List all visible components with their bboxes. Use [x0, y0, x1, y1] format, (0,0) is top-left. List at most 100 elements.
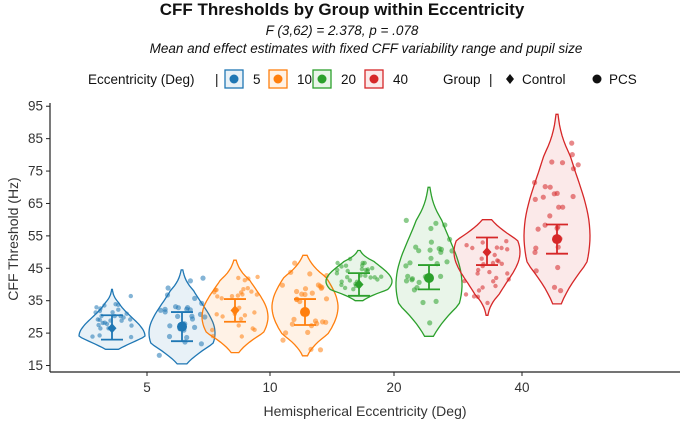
data-point: [318, 285, 324, 291]
data-point: [480, 240, 485, 245]
data-point: [470, 245, 475, 251]
data-point: [292, 260, 298, 266]
data-point: [116, 302, 121, 307]
data-point: [479, 256, 484, 261]
legend-key-dot-5: [229, 74, 239, 84]
data-point: [236, 275, 241, 281]
data-point: [347, 256, 353, 262]
data-point: [289, 321, 295, 327]
data-point: [128, 334, 134, 340]
data-point: [464, 243, 469, 248]
data-point: [116, 307, 121, 312]
data-point: [305, 329, 311, 335]
data-point: [320, 319, 326, 325]
data-point: [569, 152, 575, 158]
data-point: [334, 271, 340, 276]
data-point: [102, 303, 107, 308]
data-point: [558, 288, 564, 294]
data-point: [299, 291, 305, 297]
legend-key-dot-10: [273, 74, 283, 84]
data-point: [494, 245, 500, 250]
data-point: [192, 295, 198, 301]
data-point: [487, 269, 492, 275]
data-point: [129, 323, 134, 328]
data-point: [162, 306, 168, 312]
mean-marker-control: [107, 323, 117, 334]
legend-label-20: 20: [341, 72, 356, 87]
y-axis-label: CFF Threshold (Hz): [5, 177, 21, 300]
data-point: [570, 166, 577, 172]
data-point: [485, 300, 490, 306]
data-point: [559, 160, 566, 166]
data-point: [416, 248, 422, 254]
data-point: [413, 244, 419, 250]
data-point: [560, 204, 566, 210]
data-point: [302, 286, 309, 292]
data-point: [158, 307, 164, 313]
x-tick-label: 10: [262, 380, 277, 395]
legend-label-control: Control: [522, 72, 566, 87]
data-point: [249, 289, 254, 294]
data-point: [339, 279, 344, 284]
data-point: [192, 324, 198, 330]
data-point: [236, 323, 241, 328]
data-point: [438, 273, 444, 279]
data-point: [492, 252, 497, 258]
data-point: [175, 313, 181, 319]
data-point: [549, 159, 555, 165]
data-point: [156, 352, 162, 358]
data-point: [93, 310, 98, 315]
data-point: [504, 239, 509, 244]
data-point: [214, 312, 219, 317]
data-point: [184, 334, 190, 341]
data-point: [104, 321, 110, 327]
data-point: [409, 277, 415, 283]
legend-eccentricity-separator: |: [215, 72, 219, 87]
data-point: [219, 296, 224, 301]
data-point: [339, 282, 344, 288]
x-tick-label: 40: [514, 380, 529, 395]
data-point: [444, 259, 450, 265]
data-point: [279, 282, 285, 288]
data-point: [97, 333, 102, 338]
data-point: [499, 245, 504, 251]
legend-key-dot-20: [317, 74, 327, 84]
legend-label-40: 40: [393, 72, 408, 87]
mean-marker-control: [482, 247, 492, 258]
data-point: [200, 275, 206, 281]
data-point: [242, 313, 248, 318]
data-point: [220, 314, 225, 319]
y-tick-label: 35: [28, 293, 43, 308]
chart-title: CFF Thresholds by Group within Eccentric…: [160, 0, 525, 19]
y-tick-label: 45: [28, 261, 43, 276]
data-point: [245, 286, 250, 291]
data-point: [556, 204, 562, 210]
data-point: [128, 317, 133, 322]
data-point: [462, 278, 467, 284]
x-tick-label: 20: [386, 380, 401, 395]
data-point: [372, 275, 377, 280]
data-point: [490, 260, 496, 266]
data-point: [476, 288, 482, 293]
data-point: [542, 184, 548, 190]
data-point: [575, 162, 581, 168]
data-point: [403, 278, 410, 284]
data-point: [427, 320, 433, 326]
violin-20-pcs: [395, 186, 463, 337]
data-point: [491, 279, 496, 284]
data-point: [280, 337, 286, 343]
data-point: [551, 284, 558, 290]
data-point: [187, 278, 193, 284]
data-point: [198, 341, 204, 347]
data-point: [94, 305, 99, 310]
legend-diamond-icon: [506, 74, 514, 84]
data-point: [241, 287, 246, 292]
data-point: [252, 310, 257, 315]
data-point: [294, 288, 300, 295]
y-tick-label: 95: [28, 99, 43, 114]
data-point: [202, 314, 208, 320]
y-tick-label: 65: [28, 196, 43, 211]
data-point: [210, 327, 215, 333]
data-point: [494, 275, 499, 281]
data-point: [345, 275, 350, 280]
